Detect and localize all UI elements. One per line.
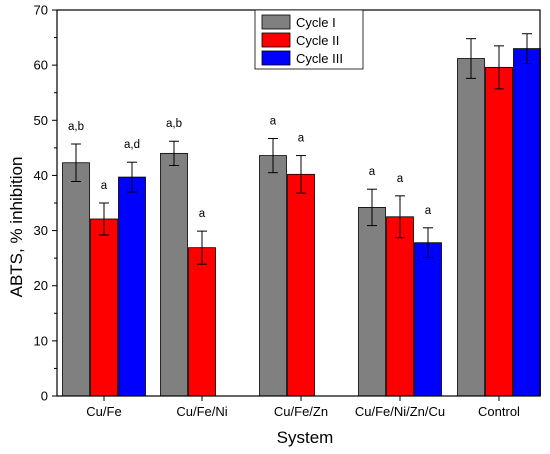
legend: Cycle I Cycle II Cycle III (254, 9, 364, 70)
significance-label: a (425, 205, 432, 217)
y-tick-label: 50 (34, 113, 48, 128)
significance-label: a (298, 133, 305, 145)
significance-label: a (397, 173, 404, 185)
x-tick-label: Control (478, 404, 520, 419)
significance-label: a,d (124, 139, 140, 151)
significance-label: a (369, 166, 376, 178)
legend-label-cycle-2: Cycle II (296, 33, 339, 48)
bar (118, 176, 146, 397)
legend-label-cycle-3: Cycle III (296, 51, 343, 66)
legend-label-cycle-1: Cycle I (296, 15, 336, 30)
x-tick-label: Cu/Fe/Ni/Zn/Cu (355, 404, 445, 419)
y-tick-label: 60 (34, 58, 48, 73)
x-axis-title: System (277, 428, 334, 447)
error-bars-layer (71, 33, 532, 265)
significance-label: a (270, 115, 277, 127)
y-tick-label: 30 (34, 223, 48, 238)
significance-label: a (101, 180, 108, 192)
y-tick-label: 10 (34, 333, 48, 348)
axes-layer: 0 10 20 30 40 50 60 70 Cu/Fe Cu/Fe/Ni Cu/Fe/Zn Cu/F… (34, 3, 521, 420)
bar (259, 155, 287, 397)
legend-swatch-cycle-1 (261, 14, 291, 30)
bar (513, 48, 541, 397)
x-tick-label: Cu/Fe/Zn (274, 404, 328, 419)
y-tick-label: 70 (34, 3, 48, 18)
significance-label: a,b (166, 118, 182, 130)
bar (160, 152, 188, 397)
legend-swatch-cycle-2 (261, 32, 291, 48)
x-tick-label: Cu/Fe/Ni (176, 404, 227, 419)
bar (485, 66, 513, 397)
significance-label: a (199, 208, 206, 220)
bar (90, 218, 118, 397)
bar (188, 247, 216, 397)
x-tick-label: Cu/Fe (86, 404, 121, 419)
bar (287, 173, 315, 397)
bar (414, 242, 442, 397)
significance-label: a,b (68, 121, 84, 133)
bar (457, 58, 485, 397)
significance-labels-layer: a,b a,b a a a a a a a,d a (68, 115, 432, 220)
legend-swatch-cycle-3 (261, 50, 291, 66)
bars-layer (62, 48, 541, 397)
bar (62, 162, 90, 397)
bar (386, 216, 414, 397)
y-axis-title: ABTS, % inhibition (7, 157, 26, 298)
y-tick-label: 0 (41, 389, 48, 404)
y-tick-label: 40 (34, 168, 48, 183)
bar (358, 207, 386, 397)
y-tick-label: 20 (34, 278, 48, 293)
